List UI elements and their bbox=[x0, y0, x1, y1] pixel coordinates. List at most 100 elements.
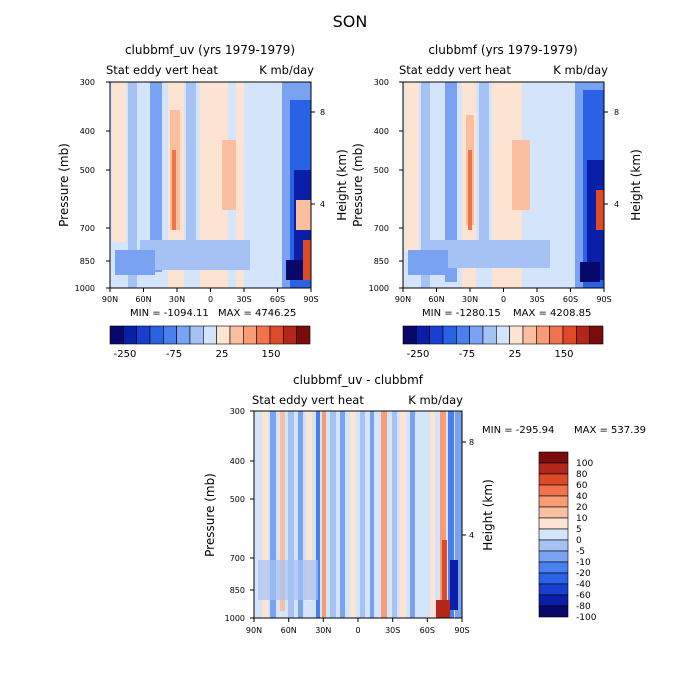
colorbar-swatch bbox=[576, 325, 590, 345]
colorbar-swatch bbox=[123, 325, 137, 345]
y2-tick-label: 4 bbox=[469, 531, 474, 540]
y-tick-label: 400 bbox=[230, 457, 245, 466]
colorbar-swatch bbox=[538, 594, 569, 607]
y-tick-label: 500 bbox=[80, 166, 95, 175]
colorbar-label: -10 bbox=[576, 558, 591, 568]
y2-axis: 8 4 Height (km) bbox=[462, 438, 495, 551]
colorbar-label: 150 bbox=[554, 349, 573, 360]
colorbar-swatch bbox=[269, 325, 284, 345]
y-axis: 300 400 500 700 850 1000 Pressure (mb) bbox=[57, 78, 110, 293]
y-tick-label: 700 bbox=[374, 224, 389, 233]
colorbar bbox=[109, 325, 311, 345]
y2-tick-label: 4 bbox=[320, 200, 325, 209]
x-axis: 90N 60N 30N 0 30S 60S 90S bbox=[246, 618, 470, 635]
colorbar-label: 60 bbox=[576, 481, 588, 491]
colorbar-swatch bbox=[538, 528, 569, 541]
y2-tick-label: 8 bbox=[469, 438, 474, 447]
colorbar-swatch bbox=[176, 325, 191, 345]
panel-left-label: Stat eddy vert heat bbox=[252, 393, 364, 407]
y-tick-label: 300 bbox=[374, 78, 389, 87]
colorbar-swatch bbox=[109, 325, 124, 345]
colorbar-swatch bbox=[538, 605, 569, 618]
colorbar-swatch bbox=[416, 325, 430, 345]
colorbar-swatch bbox=[283, 325, 297, 345]
x-tick-label: 60N bbox=[281, 626, 297, 635]
x-tick-label: 60N bbox=[428, 295, 444, 304]
x-tick-label: 30N bbox=[462, 295, 478, 304]
colorbar-label: -250 bbox=[114, 349, 137, 360]
colorbar-swatch bbox=[538, 539, 569, 552]
y-tick-label: 700 bbox=[80, 224, 95, 233]
colorbar-swatch bbox=[538, 561, 569, 574]
x-tick-label: 90S bbox=[303, 295, 318, 304]
x-tick-label: 90N bbox=[102, 295, 118, 304]
x-tick-label: 60S bbox=[270, 295, 285, 304]
colorbar-swatch bbox=[538, 517, 569, 530]
panel-left-label: Stat eddy vert heat bbox=[399, 63, 511, 77]
colorbar-swatch bbox=[538, 451, 569, 464]
colorbar-swatch bbox=[538, 572, 569, 585]
y-tick-label: 850 bbox=[80, 257, 95, 266]
panel-clubbmf-uv: clubbmf_uv (yrs 1979-1979) Stat eddy ver… bbox=[57, 43, 349, 360]
panel-left-label: Stat eddy vert heat bbox=[106, 63, 218, 77]
y2-axis-label: Height (km) bbox=[335, 149, 349, 220]
x-axis: 90N 60N 30N 0 30S 60S 90S bbox=[102, 288, 319, 304]
x-tick-label: 0 bbox=[501, 295, 506, 304]
y2-tick-label: 8 bbox=[614, 108, 619, 117]
colorbar-label: -20 bbox=[576, 569, 591, 579]
colorbar-label: -100 bbox=[576, 613, 597, 623]
x-tick-label: 90S bbox=[596, 295, 611, 304]
colorbar-swatch bbox=[589, 325, 604, 345]
y-tick-label: 300 bbox=[80, 78, 95, 87]
colorbar-label: 100 bbox=[576, 459, 593, 469]
min-value: MIN = -295.94 bbox=[482, 425, 554, 436]
colorbar-swatch bbox=[429, 325, 444, 345]
y-axis: 300 400 500 700 850 1000 Pressure (mb) bbox=[203, 407, 254, 623]
y2-axis: 8 4 Height (km) bbox=[311, 108, 349, 221]
x-tick-label: 90S bbox=[454, 626, 469, 635]
colorbar-swatch bbox=[256, 325, 271, 345]
x-tick-label: 30N bbox=[169, 295, 185, 304]
colorbar-swatch bbox=[163, 325, 177, 345]
x-tick-label: 90N bbox=[246, 626, 262, 635]
y-tick-label: 1000 bbox=[369, 284, 389, 293]
x-tick-label: 30N bbox=[315, 626, 331, 635]
y-tick-label: 500 bbox=[230, 495, 245, 504]
panel-right-label: K mb/day bbox=[408, 393, 463, 407]
colorbar-label: -60 bbox=[576, 591, 591, 601]
colorbar-swatch bbox=[296, 325, 311, 345]
panel-right-label: K mb/day bbox=[553, 63, 608, 77]
x-tick-label: 30S bbox=[236, 295, 251, 304]
figure-title: SON bbox=[333, 12, 368, 31]
colorbar-label: 5 bbox=[576, 525, 582, 535]
colorbar-swatch bbox=[442, 325, 457, 345]
colorbar-swatch bbox=[536, 325, 550, 345]
colorbar-label: 80 bbox=[576, 470, 588, 480]
colorbar bbox=[402, 325, 604, 345]
x-tick-label: 0 bbox=[208, 295, 213, 304]
colorbar-swatch bbox=[549, 325, 564, 345]
x-tick-label: 30S bbox=[385, 626, 400, 635]
colorbar-label: 25 bbox=[509, 349, 522, 360]
colorbar-label: 20 bbox=[576, 503, 588, 513]
y-tick-label: 400 bbox=[80, 127, 95, 136]
y-tick-label: 1000 bbox=[225, 614, 245, 623]
y2-axis: 8 4 Height (km) bbox=[604, 108, 643, 221]
y-tick-label: 1000 bbox=[75, 284, 95, 293]
colorbar-swatch bbox=[562, 325, 577, 345]
colorbar-label: 0 bbox=[576, 536, 582, 546]
colorbar-label: 150 bbox=[261, 349, 280, 360]
colorbar-swatch bbox=[522, 325, 537, 345]
contour-field bbox=[110, 82, 311, 288]
x-tick-label: 60S bbox=[563, 295, 578, 304]
colorbar-label: -75 bbox=[166, 349, 182, 360]
y-tick-label: 500 bbox=[374, 166, 389, 175]
colorbar-label: 25 bbox=[216, 349, 229, 360]
colorbar-swatch bbox=[538, 583, 569, 596]
y-tick-label: 700 bbox=[230, 554, 245, 563]
colorbar-swatch bbox=[243, 325, 257, 345]
panel-difference: clubbmf_uv - clubbmf Stat eddy vert heat… bbox=[203, 373, 646, 635]
y-axis: 300 400 500 700 850 1000 Pressure (mb) bbox=[351, 78, 403, 293]
max-value: MAX = 4746.25 bbox=[218, 308, 296, 319]
y-axis-label: Pressure (mb) bbox=[203, 473, 217, 557]
